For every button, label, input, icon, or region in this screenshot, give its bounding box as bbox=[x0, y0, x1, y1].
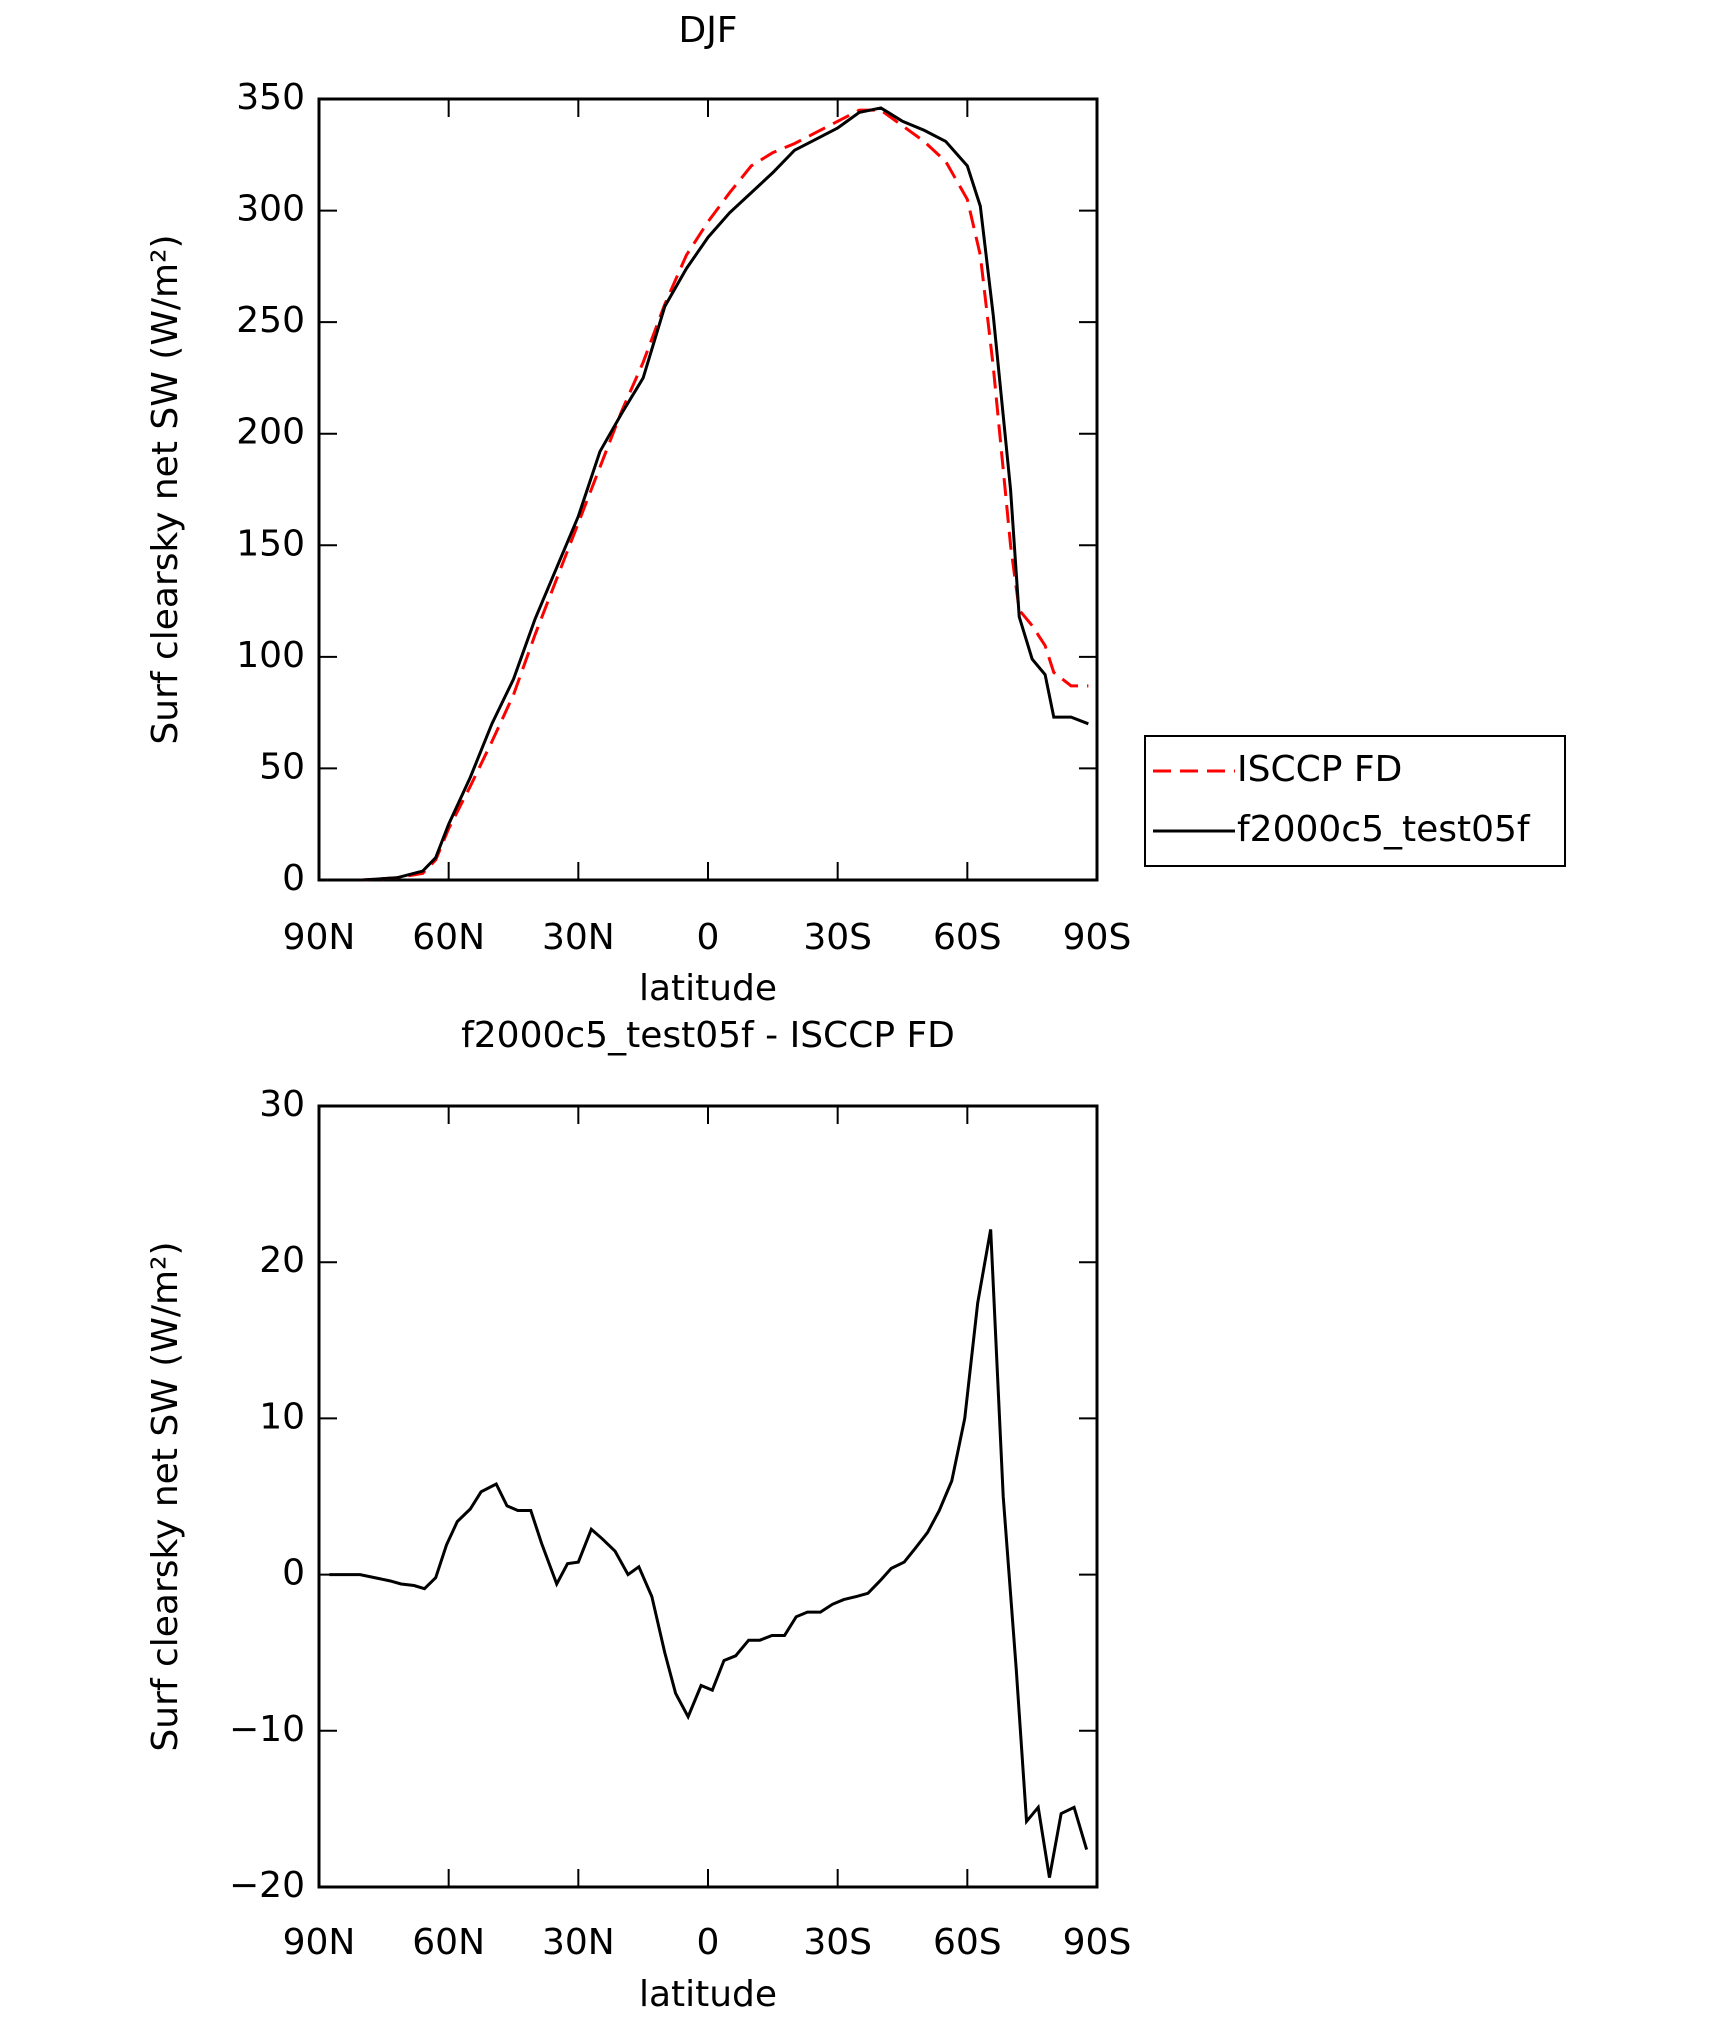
y-tick-label: 200 bbox=[236, 412, 305, 453]
x-axis-label: latitude bbox=[639, 1974, 777, 2015]
y-tick-label: 350 bbox=[236, 77, 305, 118]
x-tick-label: 60S bbox=[933, 917, 1002, 958]
y-tick-label: 150 bbox=[236, 523, 305, 564]
x-tick-label: 30N bbox=[542, 1922, 615, 1963]
y-tick-label: 0 bbox=[282, 858, 305, 899]
y-axis-label: Surf clearsky net SW (W/m²) bbox=[145, 1241, 186, 1751]
y-tick-label: 30 bbox=[259, 1084, 305, 1125]
x-tick-label: 30S bbox=[803, 917, 872, 958]
y-tick-label: 10 bbox=[259, 1396, 305, 1437]
y-tick-label: 250 bbox=[236, 300, 305, 341]
y-tick-label: −20 bbox=[229, 1865, 305, 1906]
y-tick-label: 0 bbox=[282, 1553, 305, 1594]
chart-title: f2000c5_test05f - ISCCP FD bbox=[461, 1015, 955, 1056]
x-tick-label: 60N bbox=[412, 1922, 485, 1963]
x-tick-label: 90N bbox=[283, 917, 356, 958]
x-tick-label: 60S bbox=[933, 1922, 1002, 1963]
x-tick-label: 90N bbox=[283, 1922, 356, 1963]
x-tick-label: 90S bbox=[1063, 1922, 1132, 1963]
x-tick-label: 60N bbox=[412, 917, 485, 958]
x-tick-label: 30N bbox=[542, 917, 615, 958]
data-line bbox=[327, 106, 1089, 882]
y-tick-label: 20 bbox=[259, 1240, 305, 1281]
x-tick-label: 30S bbox=[803, 1922, 872, 1963]
y-tick-label: 50 bbox=[259, 746, 305, 787]
x-tick-label: 0 bbox=[697, 917, 720, 958]
x-axis-label: latitude bbox=[639, 968, 777, 1009]
legend-label: f2000c5_test05f bbox=[1237, 809, 1531, 850]
x-tick-label: 90S bbox=[1063, 917, 1132, 958]
y-tick-label: −10 bbox=[229, 1709, 305, 1750]
chart-title: DJF bbox=[678, 10, 737, 51]
legend-label: ISCCP FD bbox=[1237, 749, 1402, 790]
y-tick-label: 300 bbox=[236, 189, 305, 230]
y-tick-label: 100 bbox=[236, 635, 305, 676]
data-line bbox=[327, 108, 1089, 882]
y-axis-label: Surf clearsky net SW (W/m²) bbox=[145, 234, 186, 744]
x-tick-label: 0 bbox=[697, 1922, 720, 1963]
plot-frame bbox=[317, 1104, 1099, 1889]
legend-box bbox=[1144, 735, 1566, 867]
data-line bbox=[329, 1229, 1089, 1878]
